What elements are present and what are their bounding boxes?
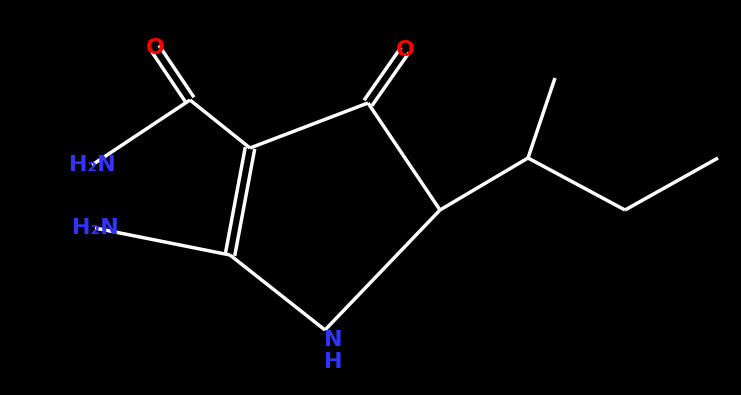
Text: O: O (396, 40, 414, 60)
Text: H: H (324, 352, 342, 372)
Text: H₂N: H₂N (69, 155, 116, 175)
Text: H₂N: H₂N (72, 218, 119, 238)
Text: O: O (145, 38, 165, 58)
Text: N: N (324, 330, 342, 350)
